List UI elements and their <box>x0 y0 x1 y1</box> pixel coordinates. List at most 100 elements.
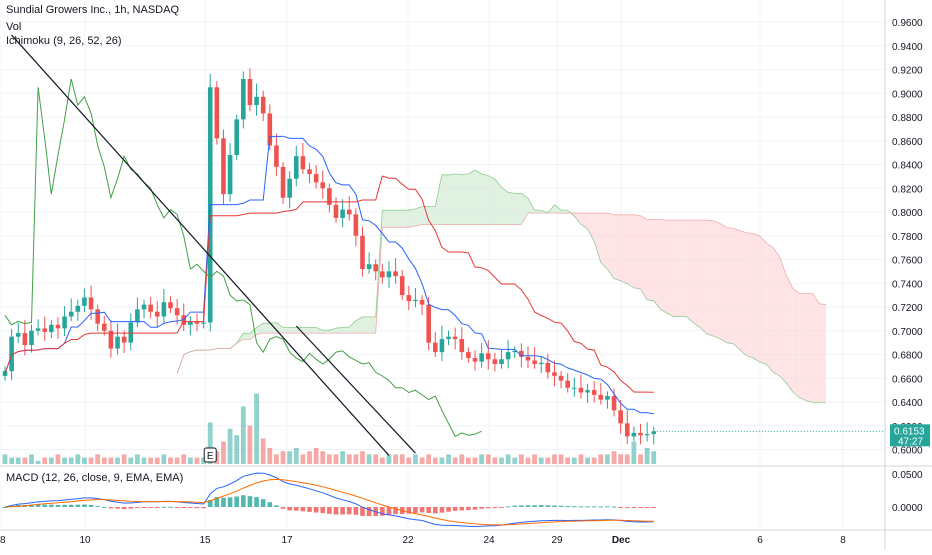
volume-bar <box>585 458 590 464</box>
volume-bar <box>327 454 332 464</box>
cloud-segment <box>515 193 522 224</box>
macd-bar <box>453 507 458 511</box>
signal-line <box>5 479 654 525</box>
volume-bar <box>353 454 358 464</box>
macd-bar <box>155 507 160 508</box>
candle-body <box>572 388 577 389</box>
time-tick-label: 29 <box>551 535 563 546</box>
cloud-segment <box>455 174 462 225</box>
macd-bar <box>115 507 120 509</box>
macd-bar <box>572 506 577 507</box>
macd-bar <box>347 507 352 514</box>
macd-bar <box>56 505 61 507</box>
cloud-segment <box>634 215 641 289</box>
candle-body <box>155 312 160 317</box>
time-tick-label: 24 <box>483 535 495 546</box>
cloud-segment <box>780 257 787 383</box>
candle-body <box>440 339 445 352</box>
macd-bar <box>89 505 94 507</box>
volume-bar <box>598 454 603 464</box>
cloud-segment <box>263 323 270 333</box>
macd-bar <box>360 507 365 516</box>
candle-body <box>526 357 531 361</box>
macd-bar <box>122 507 127 509</box>
candle-body <box>261 97 266 114</box>
candle-body <box>49 325 54 332</box>
macd-bar <box>102 507 107 508</box>
cloud-segment <box>468 170 475 224</box>
volume-bar <box>506 454 511 464</box>
volume-bar <box>473 458 478 464</box>
macd-bar <box>69 505 74 507</box>
time-tick-label: 8 <box>840 535 846 546</box>
cloud-segment <box>362 317 369 333</box>
macd-bar <box>109 507 114 508</box>
candle-body <box>479 353 484 361</box>
volume-bar <box>221 442 226 464</box>
candle-body <box>201 322 206 323</box>
candle-body <box>234 119 239 155</box>
ichimoku-legend: Ichimoku (9, 26, 52, 26) <box>6 35 122 47</box>
cloud-segment <box>707 220 714 336</box>
macd-bar <box>135 507 140 508</box>
macd-tick-label: 0.0500 <box>892 470 923 481</box>
volume-bar <box>109 458 114 464</box>
volume-bar <box>406 458 411 464</box>
macd-bar <box>526 505 531 507</box>
volume-bar <box>347 454 352 464</box>
macd-bar <box>387 507 392 515</box>
candle-body <box>287 179 292 198</box>
candle-body <box>605 396 610 400</box>
price-tick-label: 0.9400 <box>892 42 923 53</box>
candle-body <box>340 210 345 218</box>
candle-body <box>387 271 392 277</box>
volume-bar <box>453 458 458 464</box>
cloud-segment <box>462 174 469 225</box>
cloud-segment <box>773 248 780 376</box>
candle-body <box>459 339 464 352</box>
volume-bar <box>625 454 630 464</box>
volume-bar <box>69 458 74 464</box>
macd-bar <box>228 497 233 507</box>
macd-bar <box>618 507 623 508</box>
macd-bar <box>201 507 206 508</box>
volume-bars <box>3 394 657 464</box>
volume-bar <box>572 458 577 464</box>
volume-bar <box>294 448 299 464</box>
chart-title: Sundial Growers Inc., 1h, NASDAQ <box>6 4 179 16</box>
volume-bar <box>532 454 537 464</box>
candle-body <box>347 210 352 215</box>
time-tick-label: 15 <box>199 535 211 546</box>
volume-bar <box>433 458 438 464</box>
cloud-segment <box>601 213 608 269</box>
volume-bar <box>42 458 47 464</box>
macd-bar <box>221 498 226 507</box>
candle-body <box>82 298 87 306</box>
volume-bar <box>618 454 623 464</box>
candle-body <box>539 363 544 364</box>
price-tick-label: 0.6600 <box>892 374 923 385</box>
macd-tick-label: 0.0000 <box>892 503 923 514</box>
candle-body <box>493 359 498 364</box>
macd-histogram <box>3 495 656 516</box>
volume-bar <box>360 451 365 464</box>
volume-bar <box>29 454 34 464</box>
volume-bar <box>426 454 431 464</box>
candle-body <box>446 337 451 339</box>
price-tick-label: 0.7800 <box>892 232 923 243</box>
macd-bar <box>638 507 643 508</box>
candle-body <box>420 300 425 305</box>
price-tick-label: 0.9600 <box>892 18 923 29</box>
candle-body <box>618 410 623 423</box>
volume-bar <box>148 458 153 464</box>
cloud-segment <box>508 192 515 224</box>
cloud-segment <box>693 220 700 327</box>
volume-bar <box>75 454 80 464</box>
cloud-segment <box>660 220 667 314</box>
candle-body <box>254 97 259 105</box>
volume-bar <box>254 394 259 464</box>
cloud-segment <box>303 327 310 333</box>
candle-body <box>228 155 233 194</box>
